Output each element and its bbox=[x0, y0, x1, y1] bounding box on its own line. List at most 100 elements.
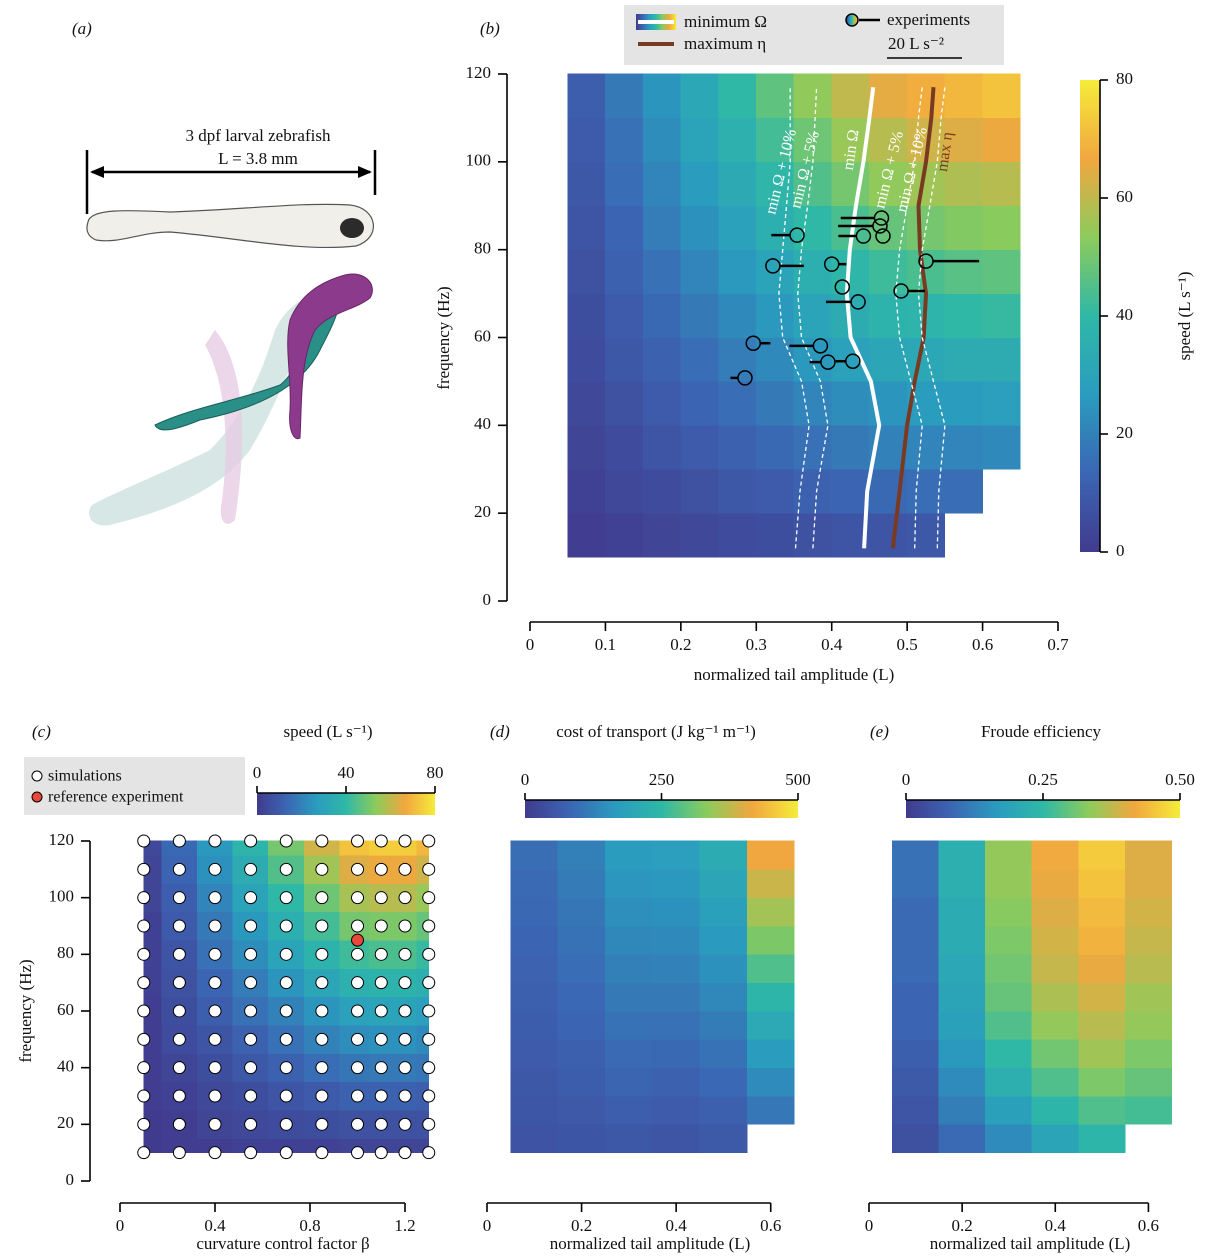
colorbar bbox=[906, 800, 1180, 818]
simulation-point bbox=[422, 891, 436, 905]
experiment-point bbox=[745, 335, 762, 351]
field-cell bbox=[906, 512, 946, 558]
field-cell bbox=[1031, 897, 1079, 927]
simulation-point bbox=[398, 1146, 412, 1160]
simulation-point bbox=[244, 1004, 258, 1018]
simulation-point bbox=[279, 919, 293, 933]
field-cell bbox=[699, 1010, 748, 1040]
field-cell bbox=[604, 1010, 653, 1040]
field-cell bbox=[557, 1124, 606, 1153]
field-cell bbox=[652, 1039, 701, 1068]
field-cell bbox=[510, 925, 559, 955]
field-cell bbox=[944, 425, 983, 470]
field-cell bbox=[718, 73, 757, 119]
field-cell bbox=[938, 1124, 986, 1153]
field-cell bbox=[1124, 1067, 1173, 1097]
simulation-point bbox=[137, 1032, 151, 1046]
field-cell bbox=[510, 1124, 559, 1153]
panel: (c) simulations reference experiment 0 0.4 0.… bbox=[16, 722, 444, 1253]
field-cell bbox=[652, 1095, 701, 1125]
legend-label: maximum η bbox=[684, 34, 766, 53]
colorbar bbox=[525, 800, 798, 818]
simulation-point bbox=[422, 862, 436, 876]
simulation-point bbox=[351, 834, 364, 848]
field-cell bbox=[746, 1039, 795, 1068]
field-cell bbox=[755, 293, 795, 338]
y-tick-label: 60 bbox=[474, 326, 491, 345]
experiment-point bbox=[834, 279, 851, 295]
field-cell bbox=[1031, 1039, 1079, 1068]
simulation-point bbox=[422, 976, 436, 990]
colorbar-tick-label: 0.25 bbox=[1028, 770, 1058, 789]
x-axis-label: normalized tail amplitude (L) bbox=[550, 1234, 751, 1253]
x-tick-label: 0.2 bbox=[571, 1216, 592, 1235]
simulation-point bbox=[172, 919, 186, 933]
field-cell bbox=[938, 982, 986, 1012]
simulation-point bbox=[351, 1089, 364, 1103]
field-cell bbox=[982, 117, 1021, 163]
simulation-point bbox=[351, 976, 364, 990]
legend-label: simulations bbox=[48, 768, 122, 785]
x-tick-label: 0.3 bbox=[746, 635, 767, 654]
field-cell bbox=[746, 1095, 795, 1125]
field-cell bbox=[604, 1039, 653, 1068]
field-cell bbox=[938, 897, 986, 927]
field-cell bbox=[891, 869, 940, 898]
field-cell bbox=[699, 869, 748, 898]
field-cell bbox=[1031, 1010, 1079, 1040]
colorbar-tick-label: 20 bbox=[1116, 423, 1133, 442]
field-cell bbox=[557, 982, 606, 1012]
optimum-line bbox=[844, 86, 882, 549]
field-cell bbox=[1031, 1124, 1079, 1153]
field-cell bbox=[567, 337, 606, 382]
field-cell bbox=[557, 1039, 606, 1068]
simulation-point bbox=[208, 891, 222, 905]
simulation-point bbox=[244, 1061, 258, 1075]
scale-bar-label: 20 L s⁻² bbox=[888, 34, 944, 53]
field-cell bbox=[1031, 869, 1079, 898]
x-tick-label: 0 bbox=[526, 635, 535, 654]
experiment-point bbox=[765, 258, 781, 274]
colorbar-tick-label: 80 bbox=[1116, 69, 1133, 88]
field-cell bbox=[642, 337, 682, 382]
field-cell bbox=[652, 982, 701, 1012]
field-cell bbox=[1124, 869, 1173, 898]
simulation-point bbox=[279, 891, 293, 905]
simulation-point bbox=[315, 919, 329, 933]
field-cell bbox=[869, 337, 908, 382]
x-tick-label: 0.6 bbox=[1138, 1216, 1159, 1235]
simulation-point bbox=[172, 1146, 186, 1160]
x-tick-label: 0 bbox=[483, 1216, 492, 1235]
field-cell bbox=[567, 425, 606, 470]
field-cell bbox=[604, 925, 653, 955]
field-cell bbox=[652, 1067, 701, 1097]
field-cell bbox=[906, 425, 946, 470]
field-cell bbox=[605, 425, 644, 470]
simulation-point bbox=[279, 1061, 293, 1075]
field-cell bbox=[557, 1067, 606, 1097]
legend-box bbox=[24, 757, 245, 815]
field-cell bbox=[985, 1095, 1033, 1125]
field-cell bbox=[985, 925, 1033, 955]
experiment-point bbox=[893, 283, 909, 299]
field-cell bbox=[604, 954, 653, 983]
threshold-line bbox=[778, 87, 810, 549]
x-tick-label: 0.2 bbox=[670, 635, 691, 654]
field-cell bbox=[604, 897, 653, 927]
field-cell bbox=[891, 1124, 940, 1153]
simulation-point bbox=[244, 891, 258, 905]
simulation-point bbox=[208, 1117, 222, 1131]
field-cell bbox=[746, 897, 795, 927]
simulation-point bbox=[351, 891, 364, 905]
colorbar-tick-label: 500 bbox=[785, 770, 811, 789]
field-cell bbox=[510, 954, 559, 983]
field-cell bbox=[869, 161, 908, 207]
simulation-point bbox=[398, 976, 412, 990]
x-tick-label: 0.6 bbox=[972, 635, 993, 654]
legend-label: experiments bbox=[887, 10, 970, 29]
field-cell bbox=[982, 161, 1021, 207]
field-cell bbox=[718, 425, 757, 470]
simulation-point bbox=[244, 862, 258, 876]
simulation-point bbox=[244, 1032, 258, 1046]
simulation-point bbox=[398, 1032, 412, 1046]
